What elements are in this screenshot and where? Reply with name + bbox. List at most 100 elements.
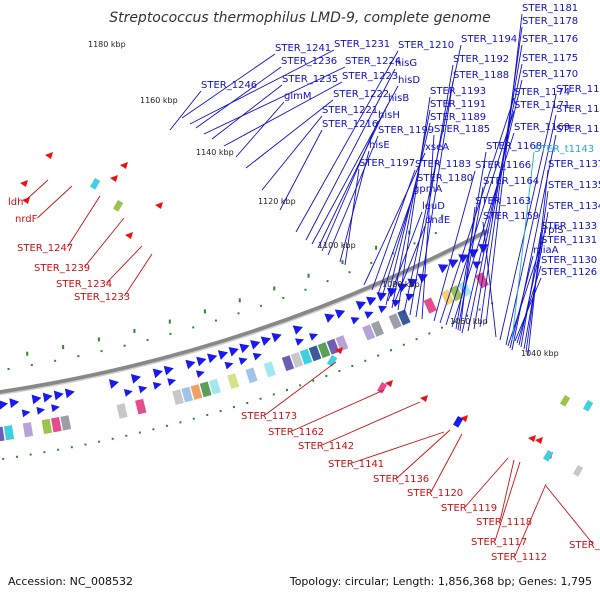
forward-gene-arrow [0, 400, 9, 410]
blue-leader-line [363, 152, 426, 286]
blue-gene-label: gpmA [413, 184, 442, 195]
red-gene-label: STER_1141 [328, 459, 384, 470]
forward-gene-arrow [252, 352, 262, 361]
gc-dot-inner [326, 280, 329, 283]
gc-dot-inner [273, 286, 276, 291]
forward-gene-arrow [224, 361, 234, 370]
blue-leader-line [169, 90, 202, 131]
blue-gene-label: STER_1224 [345, 56, 401, 67]
red-gene-label: STER_1111 [569, 540, 600, 551]
gc-dot [43, 451, 46, 454]
blue-leader-line [482, 221, 497, 338]
blue-leader-line [415, 80, 454, 318]
red-leader-line [494, 461, 521, 542]
gc-dot [478, 308, 481, 311]
forward-gene-arrow [239, 343, 250, 354]
blue-gene-label: STER_1137 [548, 159, 600, 170]
cog-block [263, 361, 276, 378]
gc-dot [192, 417, 195, 420]
forward-gene-arrow [123, 389, 133, 397]
feature-block [113, 200, 124, 212]
blue-leader-line [485, 13, 523, 325]
cog-block [440, 289, 455, 306]
feature-block [327, 355, 338, 367]
reverse-gene-arrow [110, 175, 118, 182]
forward-gene-arrow [108, 379, 119, 389]
gc-dot [219, 410, 222, 413]
gc-dot [29, 453, 32, 456]
cyan-gene-label: STER_t1143 [534, 144, 594, 155]
gc-dot-inner [441, 214, 444, 219]
blue-leader-line [409, 64, 454, 316]
forward-gene-arrow [138, 385, 148, 394]
blue-gene-label: STER_1130 [541, 255, 597, 266]
blue-leader-line [445, 110, 515, 326]
leader-lines [24, 13, 594, 557]
gc-dot [364, 359, 367, 362]
blue-gene-label: STER_1197 [359, 158, 415, 169]
gc-dot [206, 413, 209, 416]
gc-dot [312, 379, 315, 382]
blue-gene-label: hisD [398, 75, 420, 86]
cog-block [0, 426, 5, 442]
blue-leader-line [385, 122, 431, 306]
forward-gene-arrow [334, 309, 346, 319]
red-leader-line [84, 217, 125, 268]
gc-dot [428, 332, 431, 335]
forward-gene-arrow [9, 398, 20, 409]
blue-leader-line [235, 101, 285, 158]
blue-gene-label: miaA [533, 245, 559, 256]
red-gene-label: STER_1239 [34, 263, 90, 274]
reverse-gene-arrow [528, 435, 536, 442]
gc-dot-inner [169, 332, 172, 335]
gc-dot-inner [7, 368, 10, 371]
blue-leader-line [514, 277, 542, 342]
blue-gene-label: STER_1188 [453, 70, 509, 81]
red-leader-line [37, 185, 73, 219]
forward-gene-arrow [324, 313, 335, 323]
reverse-gene-arrow [460, 415, 468, 422]
reverse-gene-arrow [45, 152, 53, 159]
blue-gene-label: STER_1183 [415, 159, 471, 170]
blue-leader-line [317, 103, 389, 249]
forward-gene-arrow [64, 388, 75, 399]
gc-dot-inner [238, 298, 241, 303]
cog-block [3, 425, 15, 441]
cog-block [135, 398, 147, 415]
forward-gene-arrow [458, 254, 469, 264]
red-gene-label: STER_1234 [56, 279, 112, 290]
blue-leader-line [433, 170, 476, 322]
cog-block [181, 386, 194, 403]
forward-gene-arrow [167, 378, 177, 386]
blue-leader-line [439, 97, 515, 324]
red-gene-label: STER_1118 [476, 517, 532, 528]
cog-block [116, 403, 128, 419]
gc-dot [2, 457, 5, 460]
red-gene-label: STER_1120 [407, 488, 463, 499]
forward-gene-arrow [207, 353, 218, 364]
gc-dot [111, 437, 114, 440]
gc-dot [377, 354, 380, 357]
blue-gene-label: hisG [395, 58, 417, 69]
blue-leader-line [321, 120, 379, 252]
cog-block [335, 335, 349, 352]
forward-gene-arrow [397, 283, 408, 293]
blue-gene-label: xseA [425, 142, 449, 153]
blue-gene-label: STER_1126 [541, 267, 597, 278]
forward-gene-arrow [217, 350, 229, 360]
gc-dot-inner [375, 245, 378, 250]
gc-dot [440, 326, 443, 329]
gc-dot-inner [97, 337, 100, 342]
blue-leader-line [511, 134, 557, 351]
feature-block [543, 450, 554, 462]
gc-dot [466, 314, 469, 317]
blue-gene-label: STER_1169 [514, 122, 570, 133]
gc-dot-inner [282, 296, 285, 299]
red-leader-line [464, 457, 509, 508]
blue-gene-label: STER_1171 [514, 100, 570, 111]
cog-block [317, 342, 331, 359]
gc-dot-inner [370, 261, 373, 264]
kbp-label: 1140 kbp [196, 148, 234, 157]
blue-leader-line [387, 211, 423, 302]
cyan-leader-line [511, 151, 535, 341]
